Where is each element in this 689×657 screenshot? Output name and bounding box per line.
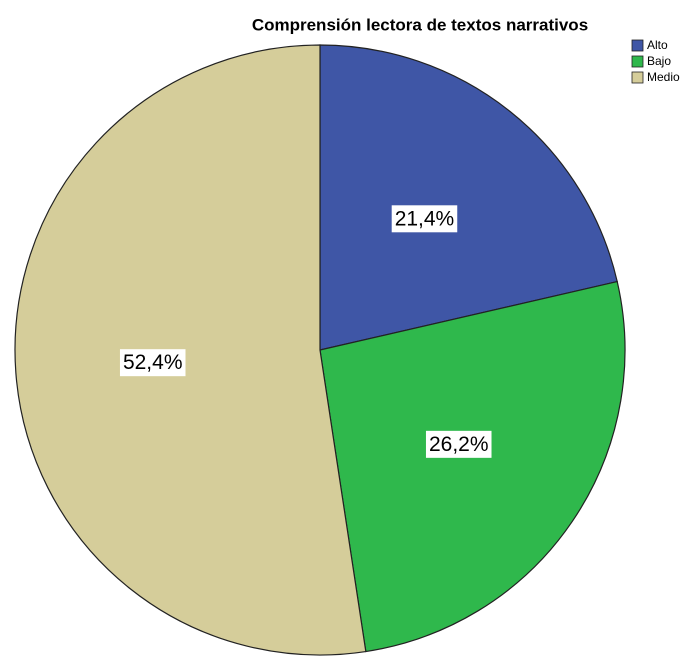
chart-title: Comprensión lectora de textos narrativos — [252, 15, 588, 34]
pie-slice — [14, 44, 367, 656]
legend-swatch — [631, 71, 644, 84]
data-label-box — [119, 349, 186, 377]
data-label-text: 21,4% — [395, 207, 455, 230]
pie-slice — [319, 44, 618, 351]
data-label-box — [425, 430, 492, 458]
data-label-box — [391, 205, 458, 233]
legend-label: Bajo — [647, 54, 671, 68]
legend-swatch — [631, 39, 644, 52]
legend-label: Alto — [647, 38, 668, 52]
data-label: 21,4% — [391, 205, 458, 233]
data-label-text: 52,4% — [123, 351, 183, 374]
data-label: 52,4% — [119, 349, 186, 377]
data-label-text: 26,2% — [429, 433, 489, 456]
data-label: 26,2% — [425, 430, 492, 458]
legend-label: Medio — [647, 70, 680, 84]
pie-slice — [319, 280, 626, 653]
legend-swatch — [631, 55, 644, 68]
